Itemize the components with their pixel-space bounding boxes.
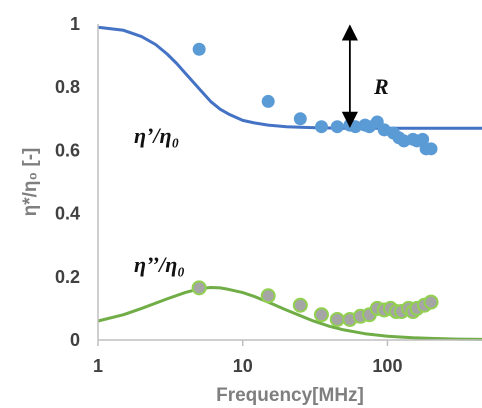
- data-points: [191, 42, 439, 327]
- data-point: [292, 297, 308, 313]
- y-tick-label: 1: [70, 14, 80, 34]
- data-point: [192, 42, 206, 56]
- annotation-r: R: [373, 74, 389, 99]
- data-point: [261, 94, 275, 108]
- y-tick-label: 0.8: [55, 77, 80, 97]
- x-tick-labels: 1 10 100: [93, 356, 402, 376]
- fit-curve-2: [97, 25, 482, 130]
- data-point: [329, 311, 345, 327]
- x-tick-marks: [97, 340, 389, 346]
- x-tick-label: 10: [233, 356, 253, 376]
- y-tick-label: 0.2: [55, 267, 80, 287]
- y-tick-labels: 0 0.2 0.4 0.6 0.8 1: [55, 14, 80, 350]
- y-axis-title: η*/η₀ [-]: [20, 148, 41, 217]
- data-point: [191, 280, 207, 296]
- data-point: [424, 142, 438, 156]
- annotation-eta-prime: η’/η₀: [134, 123, 179, 148]
- data-point: [313, 307, 329, 323]
- data-point: [330, 120, 344, 134]
- fit-curve-3: [97, 286, 482, 341]
- data-point: [293, 112, 307, 126]
- x-tick-label: 1: [93, 356, 103, 376]
- annotation-eta-double-prime: η’’/η₀: [134, 252, 185, 277]
- y-tick-label: 0.4: [55, 204, 80, 224]
- y-tick-label: 0.6: [55, 140, 80, 160]
- x-axis-title: Frequency[MHz]: [216, 385, 364, 406]
- data-point: [314, 120, 328, 134]
- data-point: [423, 294, 439, 310]
- y-tick-label: 0: [70, 330, 80, 350]
- data-point: [260, 288, 276, 304]
- fit-curves: [97, 25, 482, 341]
- x-tick-label: 100: [372, 356, 402, 376]
